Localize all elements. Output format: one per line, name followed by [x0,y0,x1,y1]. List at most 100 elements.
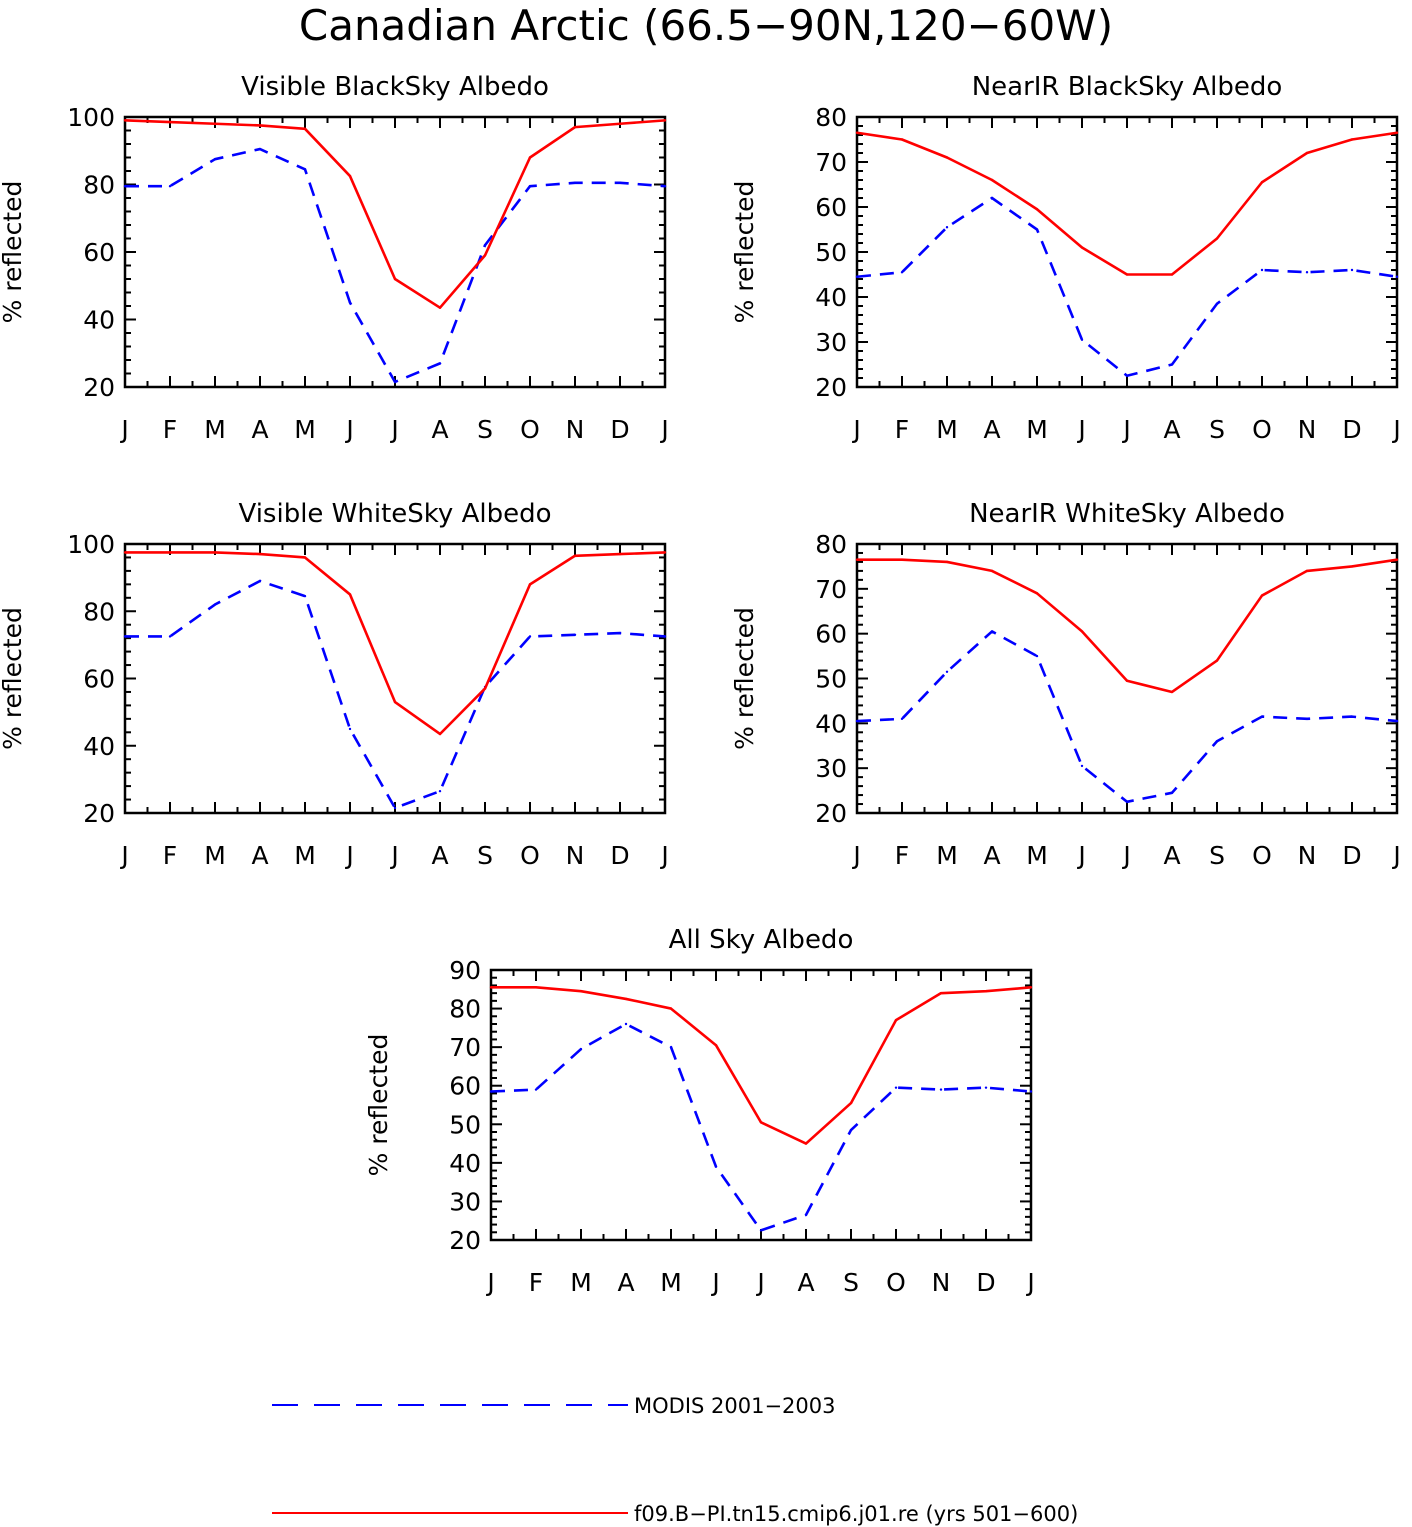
x-tick-label: J [485,1268,494,1297]
panel-title: Visible WhiteSky Albedo [238,499,551,529]
x-tick-label: N [566,841,585,870]
data-point-modis [1395,719,1399,723]
data-point-model [663,551,667,554]
x-tick-label: A [983,415,1000,444]
data-point-modis [438,362,442,365]
x-tick-label: A [431,415,448,444]
series-line-modis [856,630,1398,804]
data-point-model [900,558,904,561]
y-tick-label: 100 [67,103,115,132]
data-point-model [573,554,577,557]
data-point-model [534,986,538,989]
x-tick-label: J [1076,841,1085,870]
data-point-model [618,552,622,556]
x-tick-label: O [520,841,540,870]
x-tick-label: J [1391,415,1400,444]
data-point-modis [624,1022,628,1026]
x-tick-label: A [431,841,448,870]
data-point-model [1215,659,1219,662]
data-point-model [258,552,262,556]
data-point-modis [1215,740,1219,743]
data-point-model [1125,679,1129,682]
data-point-modis [714,1165,718,1168]
y-tick-label: 50 [815,238,847,267]
data-point-modis [669,1045,673,1049]
data-point-modis [258,579,262,583]
data-point-modis [618,181,622,185]
legend: MODIS 2001−2003 f09.B−PI.tn15.cmip6.j01.… [272,1394,1078,1526]
plot-frame [123,115,667,389]
x-tick-label: J [389,841,398,870]
data-point-model [1080,630,1084,633]
data-point-modis [984,1086,988,1089]
data-point-model [213,122,217,125]
panel-title: All Sky Albedo [669,925,854,955]
data-point-model [1035,208,1039,211]
data-point-model [1350,565,1354,568]
x-tick-label: F [163,415,177,444]
data-point-model [849,1101,853,1105]
series-line-model [857,558,1398,694]
x-tick-label: S [477,841,493,870]
series-line-modis [490,1022,1032,1232]
y-axis-label: % reflected [730,181,759,324]
data-point-model [303,127,307,131]
data-point-model [258,124,262,127]
x-tick-label: J [710,1268,719,1297]
data-point-model [618,122,622,125]
series-line-modis [125,579,666,810]
y-tick-label: 80 [83,171,115,200]
y-tick-label: 60 [83,665,115,694]
data-point-modis [168,635,172,638]
data-point-modis [393,380,397,384]
data-point-model [213,551,217,554]
data-point-modis [1170,363,1174,366]
y-tick-label: 20 [815,373,847,402]
x-tick-label: A [797,1268,814,1297]
legend-label-model: f09.B−PI.tn15.cmip6.j01.re (yrs 501−600) [634,1502,1078,1526]
data-point-model [900,138,904,141]
data-point-model [1260,594,1264,597]
data-point-model [1029,986,1033,989]
data-point-model [855,558,859,561]
y-tick-label: 40 [83,306,115,335]
x-tick-label: D [610,841,629,870]
data-point-modis [483,244,487,247]
series-line-modis [125,147,666,384]
data-point-modis [1029,1090,1033,1093]
data-point-model [759,1121,763,1124]
data-point-model [984,990,988,993]
chart-panel-3: Visible WhiteSky Albedo % reflected 20 40 60… [0,499,669,870]
x-tick-label: D [976,1268,995,1297]
x-tick-label: M [570,1268,592,1297]
data-point-modis [1260,715,1264,718]
data-point-model [123,119,127,122]
data-point-modis [579,1047,583,1051]
data-point-model [939,991,943,995]
y-axis-label: % reflected [364,1034,393,1177]
x-tick-label: O [520,415,540,444]
x-tick-label: J [1076,415,1085,444]
data-point-model [579,990,583,993]
data-point-modis [900,717,904,721]
data-point-model [483,254,487,257]
y-tick-label: 60 [449,1072,481,1101]
data-point-modis [258,147,262,151]
data-point-model [348,593,352,596]
data-point-modis [939,1088,943,1091]
data-point-model [438,306,442,309]
data-point-model [945,560,949,564]
y-tick-label: 30 [815,328,847,357]
x-tick-label: F [895,415,909,444]
data-point-modis [855,275,859,278]
plot-frame [855,542,1399,815]
y-tick-label: 60 [815,193,847,222]
data-point-model [804,1142,808,1145]
y-tick-label: 70 [449,1033,481,1062]
data-point-modis [438,789,442,793]
x-tick-label: A [983,841,1000,870]
data-point-modis [990,196,994,200]
figure-title: Canadian Arctic (66.5−90N,120−60W) [299,1,1113,50]
data-point-modis [1260,268,1264,272]
